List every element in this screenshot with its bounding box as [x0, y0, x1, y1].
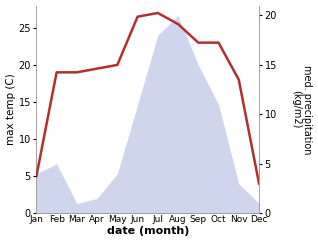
X-axis label: date (month): date (month)	[107, 227, 189, 236]
Y-axis label: med. precipitation
(kg/m2): med. precipitation (kg/m2)	[291, 65, 313, 154]
Y-axis label: max temp (C): max temp (C)	[5, 74, 16, 145]
